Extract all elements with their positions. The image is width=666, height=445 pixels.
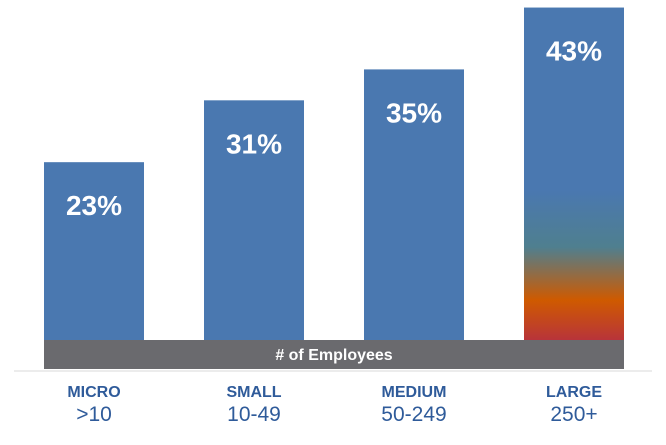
category-labels-group: MICRO >10 SMALL 10-49 MEDIUM 50-249 LARGE 250+ xyxy=(67,384,602,426)
tick-label-micro: MICRO xyxy=(67,384,120,401)
bar-medium xyxy=(364,69,464,341)
bar-small xyxy=(204,100,304,341)
tick-sublabel-micro: >10 xyxy=(76,403,112,426)
data-label-large: 43% xyxy=(546,36,602,67)
bar-large xyxy=(524,7,624,341)
data-label-small: 31% xyxy=(226,128,282,159)
tick-sublabel-large: 250+ xyxy=(550,403,597,426)
tick-sublabel-small: 10-49 xyxy=(227,403,281,426)
data-label-medium: 35% xyxy=(386,97,442,128)
tick-label-medium: MEDIUM xyxy=(382,384,447,401)
tick-sublabel-medium: 50-249 xyxy=(381,403,446,426)
x-axis-band xyxy=(44,340,624,369)
tick-label-large: LARGE xyxy=(546,384,602,401)
tick-label-small: SMALL xyxy=(226,384,281,401)
bar-micro xyxy=(44,162,144,340)
bars-group: 23% 31% 35% 43% xyxy=(44,7,624,341)
x-axis-title: # of Employees xyxy=(275,347,392,364)
data-label-micro: 23% xyxy=(66,190,122,221)
